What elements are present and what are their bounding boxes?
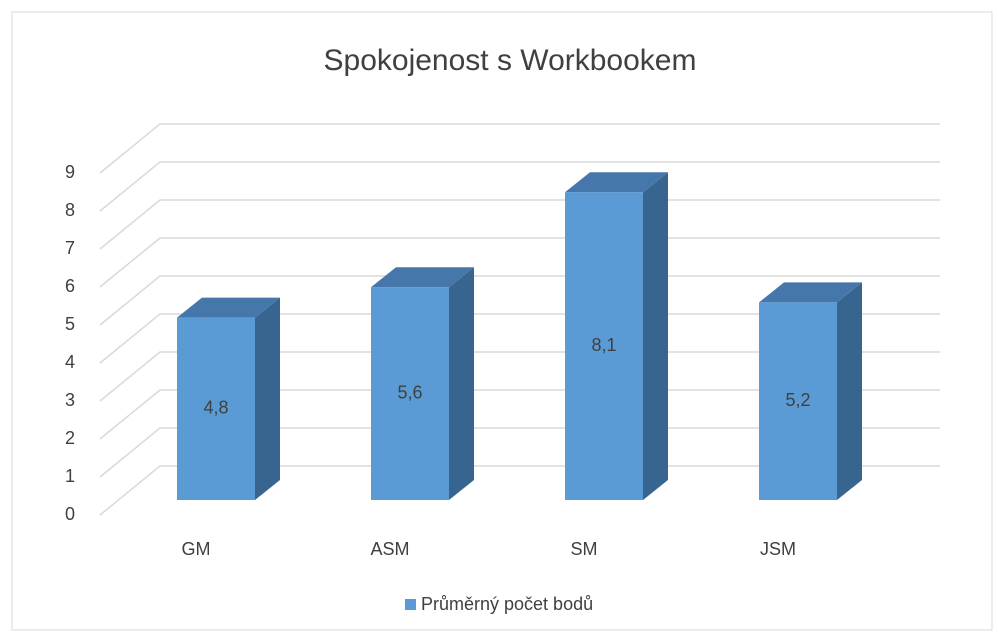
bar-top bbox=[177, 297, 280, 318]
x-tick-label: ASM bbox=[370, 539, 409, 559]
y-tick-label: 0 bbox=[65, 504, 75, 524]
bar bbox=[177, 317, 255, 500]
bar-side bbox=[255, 297, 280, 500]
y-tick-label: 1 bbox=[65, 466, 75, 486]
data-label: 5,6 bbox=[397, 382, 422, 402]
bar bbox=[759, 302, 837, 500]
x-tick-label: JSM bbox=[760, 539, 796, 559]
x-tick-label: GM bbox=[182, 539, 211, 559]
y-tick-label: 4 bbox=[65, 352, 75, 372]
data-label: 8,1 bbox=[591, 335, 616, 355]
grid-line bbox=[99, 313, 940, 364]
y-tick-label: 3 bbox=[65, 390, 75, 410]
legend-label: Průměrný počet bodů bbox=[421, 594, 593, 614]
bar bbox=[371, 287, 449, 500]
grid-line bbox=[99, 351, 940, 402]
bar-top bbox=[759, 282, 862, 303]
bar-side bbox=[837, 282, 862, 500]
bar bbox=[565, 192, 643, 500]
grid-line bbox=[99, 427, 940, 478]
grid-line bbox=[99, 237, 940, 288]
y-tick-label: 8 bbox=[65, 200, 75, 220]
y-tick-label: 2 bbox=[65, 428, 75, 448]
bar-side bbox=[643, 172, 668, 500]
grid-line bbox=[99, 465, 940, 516]
grid-line bbox=[99, 123, 940, 174]
grid-line bbox=[99, 389, 940, 440]
data-label: 4,8 bbox=[203, 398, 228, 418]
grid-line bbox=[99, 275, 940, 326]
y-tick-label: 7 bbox=[65, 238, 75, 258]
grid-line bbox=[99, 161, 940, 212]
bar-top bbox=[371, 267, 474, 288]
y-tick-label: 5 bbox=[65, 314, 75, 334]
grid-line bbox=[99, 199, 940, 250]
bar-side bbox=[449, 267, 474, 500]
legend-swatch bbox=[405, 599, 416, 610]
bar-top bbox=[565, 172, 668, 193]
data-label: 5,2 bbox=[785, 390, 810, 410]
chart-title: Spokojenost s Workbookem bbox=[324, 44, 697, 77]
x-tick-label: SM bbox=[571, 539, 598, 559]
y-tick-label: 9 bbox=[65, 162, 75, 182]
y-tick-label: 6 bbox=[65, 276, 75, 296]
